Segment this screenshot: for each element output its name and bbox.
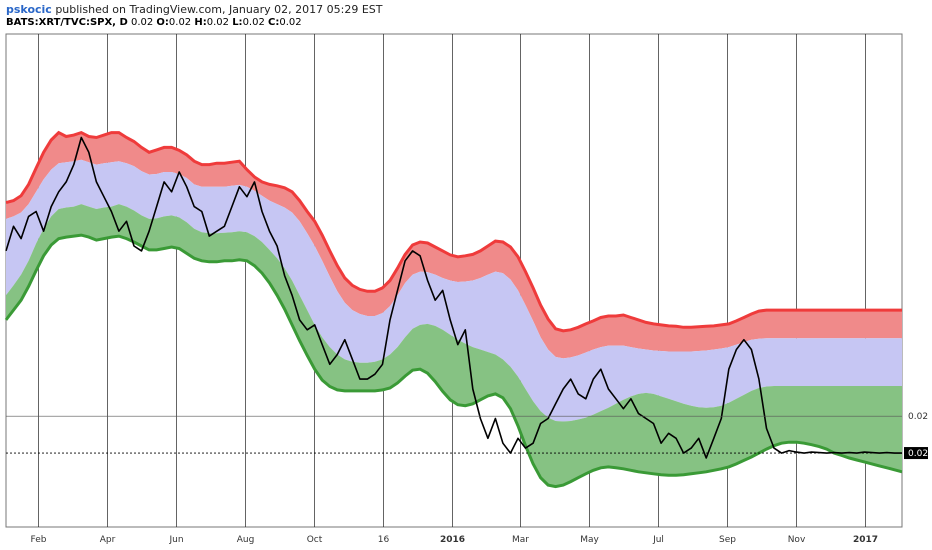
x-tick-label: Nov	[788, 535, 806, 545]
upper-band-line	[5, 130, 902, 333]
high-value: 0.02	[206, 17, 229, 28]
x-tick-label: Oct	[307, 535, 323, 545]
last-price-label: 0.02	[908, 449, 928, 459]
chart-header: pskocic published on TradingView.com, Ja…	[0, 0, 932, 30]
last-value: 0.02	[130, 17, 154, 28]
time-axis[interactable]: Feb Apr Jun Aug Oct 16 2016 Mar May Jul Sep Nov 2017	[31, 535, 879, 545]
low-label: L:	[232, 17, 243, 28]
high-label: H:	[194, 17, 207, 28]
price-line	[5, 136, 902, 459]
x-tick-label: Jul	[652, 535, 664, 545]
upper-band-fill	[6, 132, 902, 359]
close-value: 0.02	[279, 17, 302, 28]
price-line-layer	[5, 136, 902, 459]
open-label: O:	[156, 17, 169, 28]
middle-band-fill	[6, 159, 902, 422]
x-tick-label: Apr	[100, 535, 116, 545]
ohlc-legend: BATS:XRT/TVC:SPX, D 0.02 O:0.02 H:0.02 L…	[6, 17, 302, 28]
low-value: 0.02	[242, 17, 265, 28]
publish-info: pskocic published on TradingView.com, Ja…	[6, 3, 382, 16]
last-price-marker	[904, 447, 928, 460]
x-tick-label: Aug	[237, 535, 255, 545]
open-value: 0.02	[168, 17, 192, 28]
author-link[interactable]: pskocic	[6, 3, 52, 16]
x-tick-label: Sep	[719, 535, 736, 545]
publish-text: published on TradingView.com, January 02…	[55, 3, 383, 16]
price-axis[interactable]: 0.02 0.02	[904, 412, 928, 460]
x-tick-label: Feb	[31, 535, 47, 545]
x-tick-label: May	[580, 535, 599, 545]
x-tick-label: 2016	[440, 535, 465, 545]
x-tick-label: Mar	[512, 535, 529, 545]
x-tick-label: 16	[378, 535, 390, 545]
close-label: C:	[268, 17, 280, 28]
lower-band-line	[4, 233, 903, 489]
price-axis-label: 0.02	[908, 412, 928, 422]
x-tick-label: 2017	[853, 535, 878, 545]
symbol-label[interactable]: BATS:XRT/TVC:SPX, D	[6, 17, 128, 28]
x-tick-label: Jun	[168, 535, 183, 545]
